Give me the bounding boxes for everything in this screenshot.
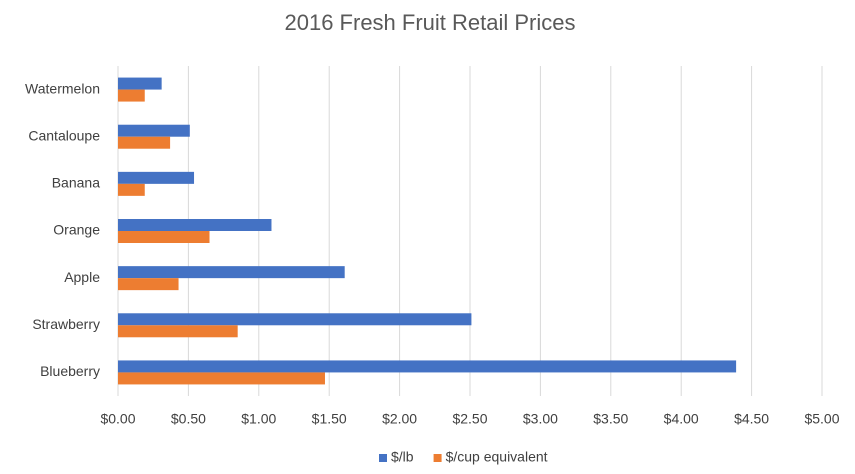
y-tick-label: Banana bbox=[52, 175, 100, 191]
bar bbox=[118, 266, 345, 279]
y-tick-label: Strawberry bbox=[32, 316, 100, 332]
x-tick-label: $3.00 bbox=[523, 411, 558, 427]
bar bbox=[118, 278, 179, 291]
bar bbox=[118, 313, 472, 326]
legend-swatch bbox=[379, 454, 387, 462]
legend-label: $/cup equivalent bbox=[446, 449, 548, 465]
x-tick-label: $4.50 bbox=[734, 411, 769, 427]
bar bbox=[118, 183, 145, 196]
legend-swatch bbox=[433, 454, 442, 462]
bar bbox=[118, 171, 195, 184]
x-tick-label: $2.50 bbox=[452, 411, 487, 427]
chart-title: 2016 Fresh Fruit Retail Prices bbox=[285, 10, 576, 35]
x-tick-label: $0.50 bbox=[171, 411, 206, 427]
bar bbox=[118, 124, 190, 137]
x-tick-label: $1.50 bbox=[312, 411, 347, 427]
bar bbox=[118, 325, 238, 338]
bar bbox=[118, 219, 272, 231]
y-tick-label: Apple bbox=[64, 269, 100, 285]
bar bbox=[118, 77, 162, 90]
bar bbox=[118, 360, 737, 373]
x-tick-label: $0.00 bbox=[100, 411, 135, 427]
bar bbox=[118, 136, 171, 149]
x-tick-label: $2.00 bbox=[382, 411, 417, 427]
bar bbox=[118, 372, 325, 385]
y-tick-label: Blueberry bbox=[40, 363, 100, 379]
legend-label: $/lb bbox=[391, 449, 414, 465]
x-tick-label: $4.00 bbox=[664, 411, 699, 427]
x-tick-label: $1.00 bbox=[241, 411, 276, 427]
y-tick-label: Cantaloupe bbox=[28, 127, 100, 143]
x-tick-label: $3.50 bbox=[593, 411, 628, 427]
x-tick-label: $5.00 bbox=[804, 411, 839, 427]
y-tick-label: Watermelon bbox=[25, 80, 100, 96]
bar bbox=[118, 231, 210, 243]
y-tick-label: Orange bbox=[53, 222, 100, 238]
bar bbox=[118, 89, 145, 102]
